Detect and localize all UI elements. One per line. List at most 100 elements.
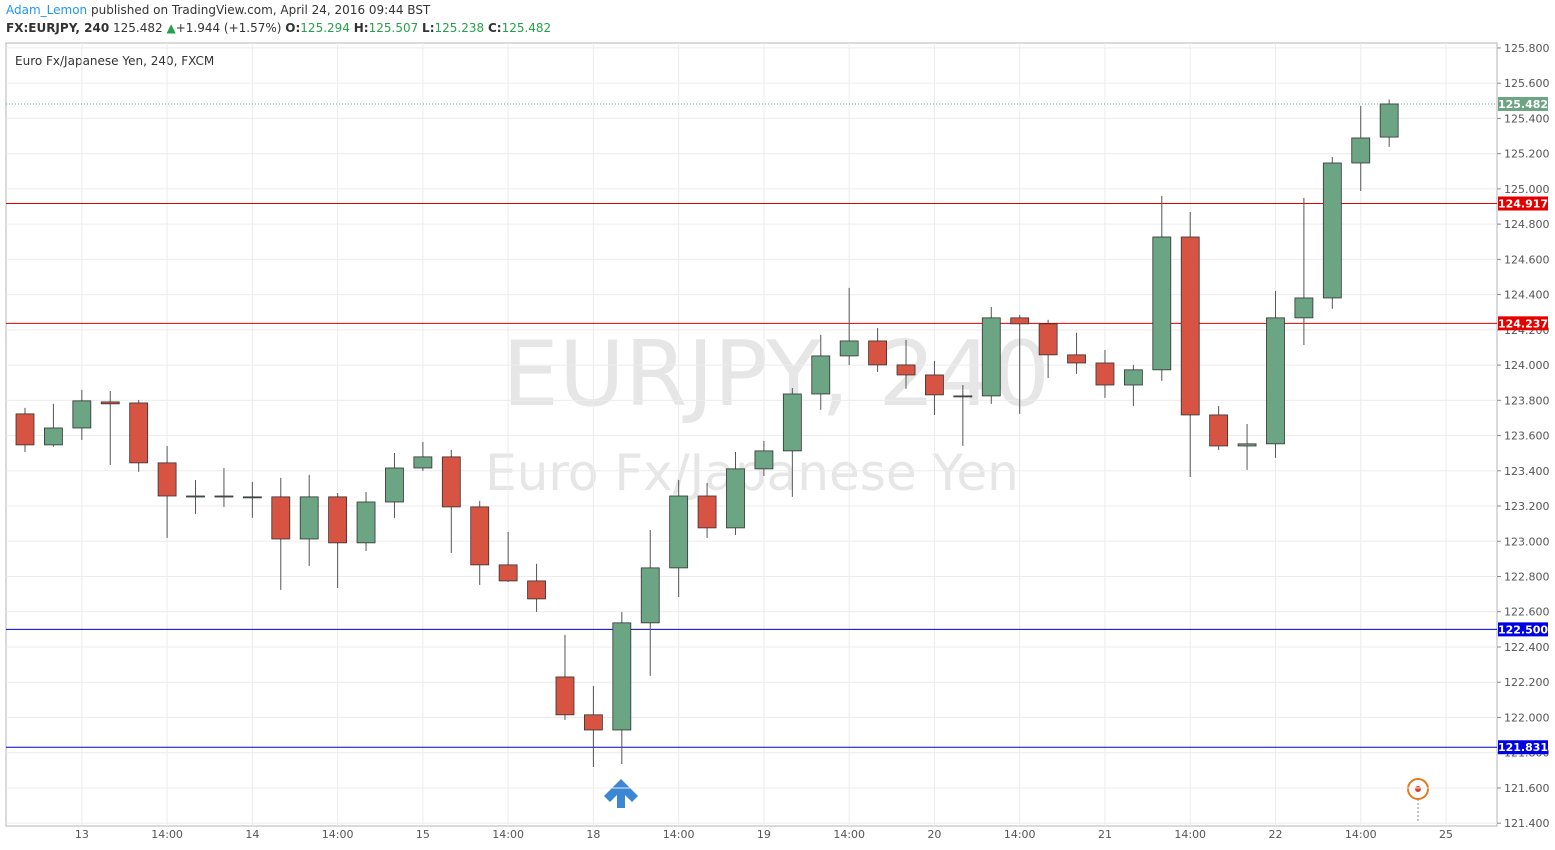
candle-body [1123, 369, 1143, 386]
candle-body [1237, 443, 1257, 447]
y-tick-label: 124.600 [1504, 253, 1550, 266]
x-tick-label: 20 [927, 828, 941, 841]
y-tick-label: 122.200 [1504, 676, 1550, 689]
candle-body [981, 317, 1001, 397]
y-tick-label: 123.400 [1504, 465, 1550, 478]
x-tick-label: 14 [245, 828, 259, 841]
c-label: C: [487, 21, 502, 35]
x-tick-label: 22 [1268, 828, 1282, 841]
level-label: 124.237 [1498, 317, 1548, 330]
publish-line: Adam_Lemon published on TradingView.com,… [6, 3, 430, 17]
candle-body [953, 395, 973, 398]
candle-body [1266, 317, 1285, 445]
candle-body [385, 467, 404, 503]
y-tick-label: 122.000 [1504, 711, 1550, 724]
candle-body [498, 564, 518, 582]
watermark-sub: Euro Fx/Japanese Yen [485, 444, 1019, 502]
candle-body [356, 501, 376, 544]
l: 125.238 [434, 21, 485, 35]
candle-body [1209, 414, 1229, 447]
o-label: O: [285, 21, 301, 35]
x-tick-label: 14:00 [1174, 828, 1206, 841]
candle-body [157, 462, 177, 497]
x-tick-label: 14:00 [322, 828, 354, 841]
x-tick-label: 14:00 [492, 828, 524, 841]
candle-body [328, 496, 348, 544]
candle-body [726, 468, 745, 529]
candle-body [214, 495, 234, 498]
candle-body [669, 495, 689, 569]
x-tick-label: 18 [586, 828, 600, 841]
level-label: 122.500 [1498, 623, 1548, 636]
event-marker[interactable] [1407, 778, 1429, 823]
c: 125.482 [501, 21, 552, 35]
signal-arrow [604, 779, 638, 808]
h-label: H: [353, 21, 369, 35]
x-tick-label: 14:00 [1004, 828, 1036, 841]
h: 125.507 [368, 21, 419, 35]
x-tick-label: 25 [1439, 828, 1453, 841]
candle-body [584, 714, 603, 731]
y-tick-label: 125.200 [1504, 148, 1550, 161]
y-tick-label: 122.800 [1504, 571, 1550, 584]
y-tick-label: 125.600 [1504, 77, 1550, 90]
plot-frame [5, 42, 1498, 827]
candle-body [1010, 317, 1030, 325]
change-arrow: ▲ [166, 21, 176, 35]
symbol-line: FX:EURJPY, 240 125.482 ▲+1.944 (+1.57%) … [6, 21, 551, 35]
candle-body [129, 402, 149, 464]
candle-body [413, 456, 433, 469]
candle-body [697, 495, 717, 529]
x-tick-label: 13 [75, 828, 89, 841]
y-tick-label: 121.400 [1504, 817, 1550, 830]
level-label-box [1498, 622, 1548, 637]
candle-body [1351, 137, 1371, 164]
y-tick-label: 122.600 [1504, 606, 1550, 619]
level-label-box [1498, 316, 1548, 331]
x-tick-label: 15 [416, 828, 430, 841]
l-label: L: [422, 21, 435, 35]
y-tick-label: 125.400 [1504, 112, 1550, 125]
x-tick-label: 19 [757, 828, 771, 841]
x-tick-label: 21 [1098, 828, 1112, 841]
y-tick-label: 123.800 [1504, 394, 1550, 407]
candle-body [271, 496, 291, 540]
watermark: EURJPY, 240 [502, 322, 1050, 427]
level-label: 124.917 [1498, 198, 1548, 211]
y-tick-label: 125.800 [1504, 42, 1550, 55]
candle-body [1067, 354, 1086, 364]
candle-body [186, 495, 205, 498]
candle-body [754, 450, 774, 470]
candle-body [1294, 297, 1314, 319]
o: 125.294 [300, 21, 350, 35]
candle-body [896, 364, 916, 376]
candle-body [555, 676, 575, 716]
symbol: FX:EURJPY, 240 [6, 21, 110, 35]
candle-body [1095, 362, 1115, 386]
candle-body [1152, 236, 1172, 371]
level-label-box [1498, 740, 1548, 755]
chart-title: Euro Fx/Japanese Yen, 240, FXCM [15, 54, 214, 68]
y-tick-label: 122.400 [1504, 641, 1550, 654]
y-tick-label: 123.000 [1504, 535, 1550, 548]
candle-body [299, 496, 319, 540]
grid [6, 43, 1497, 826]
y-tick-label: 124.400 [1504, 289, 1550, 302]
candle-body [839, 340, 859, 357]
candle-body [612, 622, 632, 731]
candle-body [100, 401, 120, 405]
y-tick-label: 124.800 [1504, 218, 1550, 231]
last: 125.482 [113, 21, 163, 35]
candle-body [527, 580, 546, 600]
x-tick-label: 14:00 [663, 828, 695, 841]
candle-body [811, 355, 831, 395]
candle-body [72, 400, 92, 429]
candle-body [1180, 236, 1200, 416]
author[interactable]: Adam_Lemon [6, 3, 88, 17]
candle-body [242, 496, 262, 499]
y-tick-label: 125.000 [1504, 183, 1550, 196]
y-tick-label: 121.600 [1504, 782, 1550, 795]
x-tick-label: 14:00 [151, 828, 183, 841]
